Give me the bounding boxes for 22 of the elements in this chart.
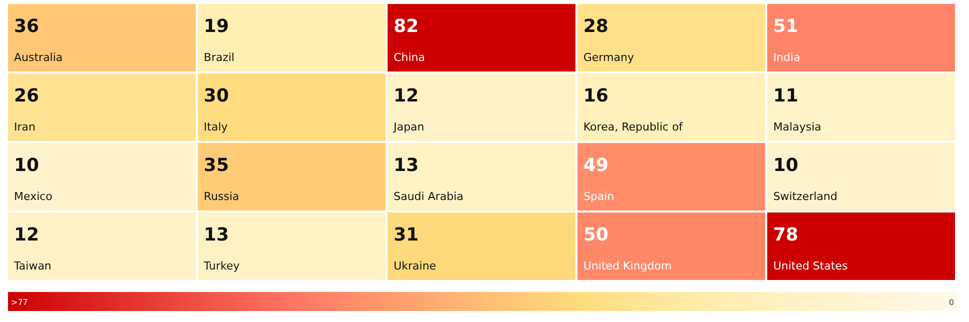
data-label: 10 Mexico [14, 155, 53, 203]
data-label: 36 Australia [14, 16, 63, 64]
data-label: 11 Malaysia [773, 86, 822, 134]
data-label: 13 Saudi Arabia [394, 155, 464, 203]
data-label: 51 India [773, 16, 800, 64]
data-label: 13 Turkey [202, 224, 240, 272]
data-label: 30 Italy [204, 86, 229, 134]
data-label: 12 Japan [392, 86, 424, 134]
data-label: 82 China [394, 16, 426, 64]
data-label: 50 United Kingdom [583, 224, 672, 272]
data-label: 19 Brazil [204, 16, 235, 64]
data-label: 26 Iran [14, 86, 40, 134]
data-label: 35 Russia [204, 155, 240, 203]
color-bar-label: >77 [11, 298, 28, 307]
data-label: 49 Spain [583, 155, 614, 203]
data-label: 12 Taiwan [13, 224, 52, 272]
color-bar-label: 0 [948, 298, 954, 307]
data-label: 78 United States [773, 224, 848, 272]
data-label: 31 Ukraine [394, 224, 436, 272]
data-label: 16 Korea, Republic of [583, 86, 684, 134]
data-label: 28 Germany [583, 16, 634, 64]
data-label: 10 Switzerland [773, 155, 838, 203]
